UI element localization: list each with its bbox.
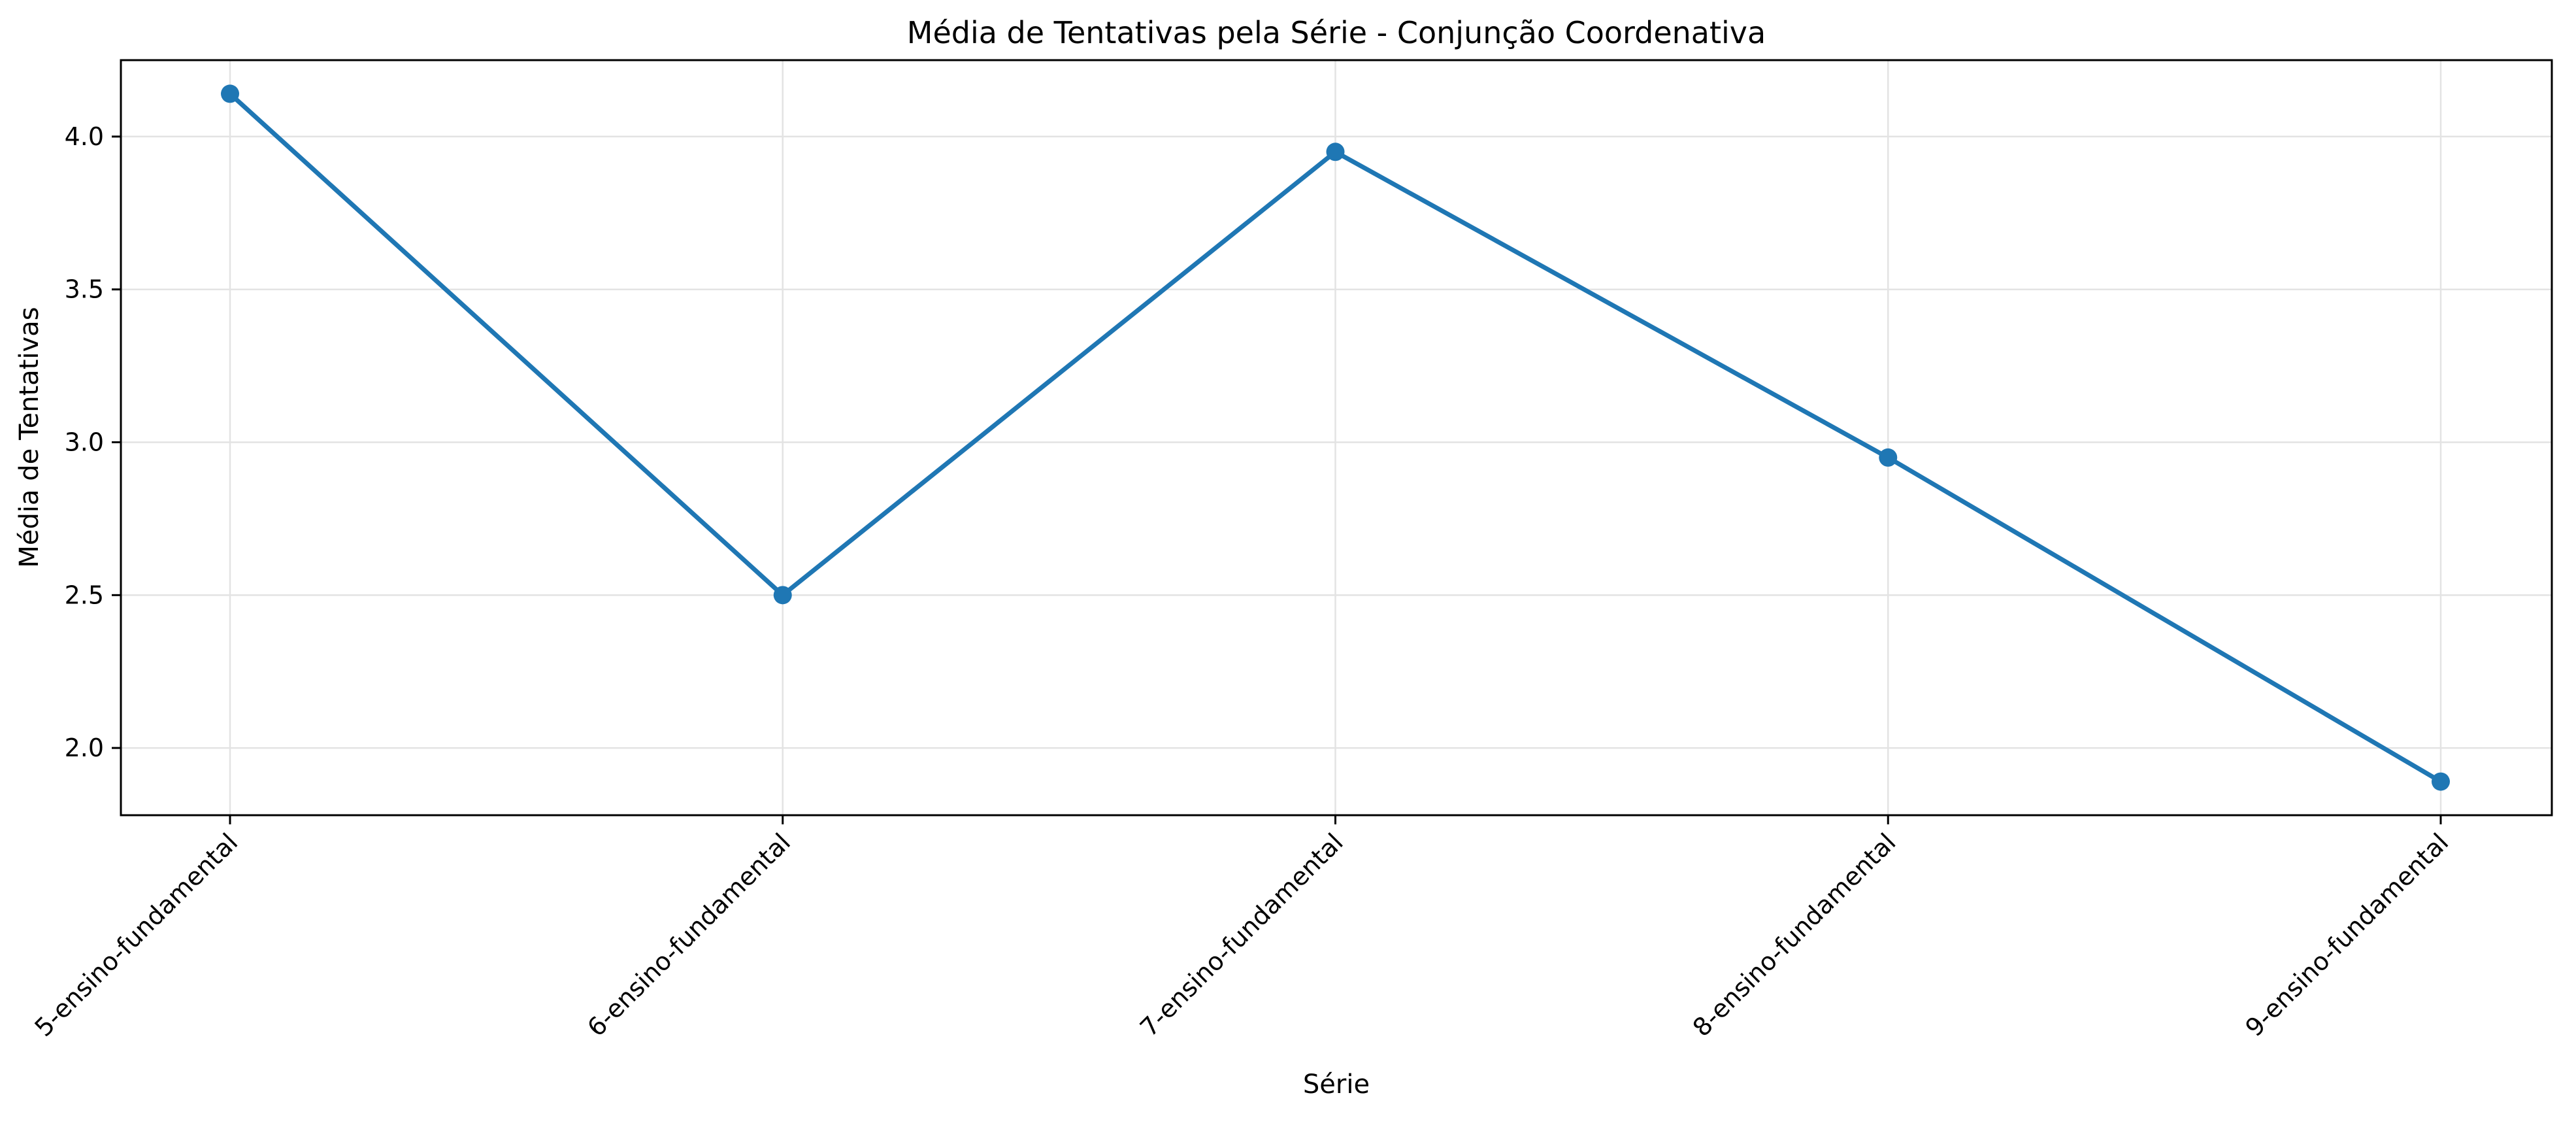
data-point xyxy=(1326,143,1345,161)
x-axis-label: Série xyxy=(1303,1070,1370,1100)
grid xyxy=(121,60,2552,815)
x-tick-label: 8-ensino-fundamental xyxy=(1687,828,1902,1042)
data-point xyxy=(221,84,239,103)
y-tick-label: 3.0 xyxy=(65,428,104,457)
y-tick-label: 2.5 xyxy=(65,581,104,609)
y-axis-label: Média de Tentativas xyxy=(14,307,44,567)
y-tick-label: 2.0 xyxy=(65,733,104,762)
x-tick-label: 9-ensino-fundamental xyxy=(2240,828,2454,1042)
data-point xyxy=(2432,772,2450,791)
chart-title: Média de Tentativas pela Série - Conjunç… xyxy=(907,15,1766,50)
x-tick-label: 6-ensino-fundamental xyxy=(582,828,796,1042)
y-tick-label: 3.5 xyxy=(65,275,104,304)
plot-frame xyxy=(120,59,2553,817)
axis-ticks: 2.0 2.5 3.0 3.5 4.0 5-ensino-fundamental 6-ens… xyxy=(29,122,2454,1042)
data-point xyxy=(1879,448,1898,467)
x-tick-label: 7-ensino-fundamental xyxy=(1134,828,1349,1042)
x-tick-label: 5-ensino-fundamental xyxy=(29,828,244,1042)
series-layer xyxy=(221,84,2450,791)
data-point xyxy=(773,586,792,605)
y-tick-label: 4.0 xyxy=(65,122,104,151)
